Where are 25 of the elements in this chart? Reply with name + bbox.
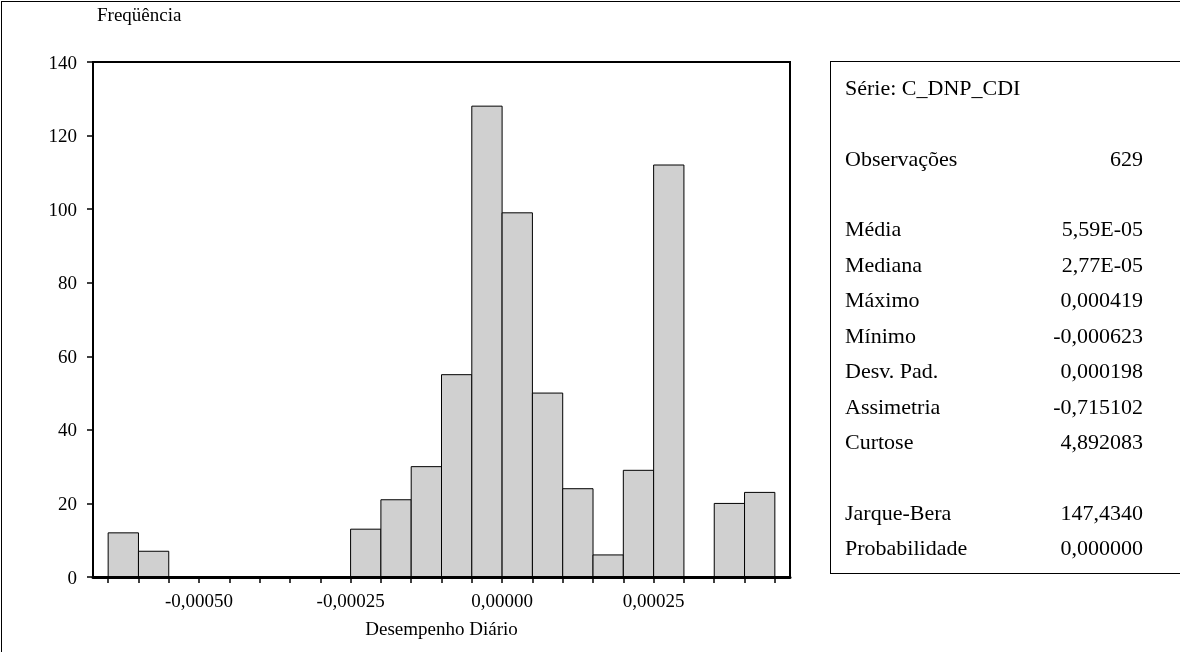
x-tick-label: 0,00025: [622, 590, 685, 611]
x-axis-title: Desempenho Diário: [365, 618, 518, 639]
y-tick-label: 40: [58, 419, 77, 441]
y-tick-label: 60: [58, 345, 77, 367]
text: Máximo 0,000419: [845, 287, 1143, 312]
text: Série: C_DNP_CDI: [845, 75, 1022, 101]
y-tick-label: 0: [67, 566, 77, 588]
y-tick-label: 120: [48, 125, 77, 147]
y-tick-label: 80: [58, 272, 77, 294]
x-tick-label: 0,00000: [471, 590, 533, 611]
text: Desv. Pad. 0,000198: [845, 358, 1143, 383]
text: Observações 629: [845, 145, 1143, 171]
text: Mediana 2,77E-05: [845, 251, 1143, 277]
y-tick-label: 100: [48, 198, 77, 220]
x-tick-label: -0,00025: [316, 590, 385, 611]
text: Mínimo -0,000623: [845, 322, 1143, 348]
y-tick-label: 20: [58, 492, 77, 514]
text: Probabilidade 0,000000: [845, 535, 1143, 560]
text: Média 5,59E-05: [845, 216, 1143, 241]
y-axis-title: Freqüência: [97, 4, 182, 25]
text: Jarque-Bera 147,4340: [845, 499, 1143, 525]
text: Curtose 4,892083: [845, 429, 1143, 454]
text: Assimetria -0,715102: [845, 393, 1143, 419]
x-tick-label: -0,00050: [165, 590, 234, 611]
y-tick-label: 140: [48, 51, 77, 73]
